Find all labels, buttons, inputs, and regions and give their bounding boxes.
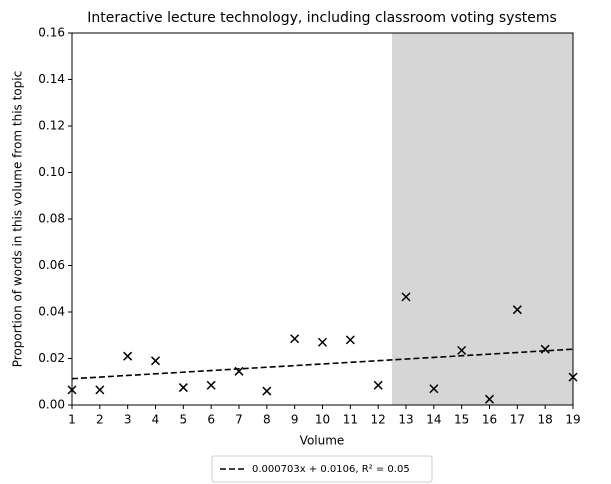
x-tick-label: 11: [343, 413, 358, 427]
point: [123, 351, 133, 361]
x-tick-label: 5: [180, 413, 188, 427]
y-tick-label: 0.04: [38, 305, 65, 319]
point: [150, 356, 161, 366]
trend-line: [71, 348, 574, 380]
x-tick-label: 2: [96, 413, 104, 427]
chart-title: Interactive lecture technology, includin…: [87, 10, 557, 26]
y-tick-label: 0.00: [38, 398, 65, 412]
y-tick-label: 0.06: [38, 258, 65, 272]
point: [457, 345, 467, 355]
shaded-region: [392, 33, 573, 405]
legend-label: 0.000703x + 0.0106, R² = 0.05: [252, 464, 410, 475]
x-tick-label: 17: [510, 413, 525, 427]
x-tick-label: 7: [235, 413, 243, 427]
x-tick-label: 12: [371, 413, 386, 427]
x-tick-label: 16: [482, 413, 497, 427]
point: [95, 385, 105, 395]
x-tick-label: 9: [291, 413, 299, 427]
point: [484, 394, 495, 404]
x-tick-label: 15: [454, 413, 469, 427]
point: [206, 380, 216, 390]
point: [429, 384, 439, 394]
plot-frame: [71, 32, 574, 406]
x-tick-label: 18: [538, 413, 553, 427]
legend-box: [211, 455, 433, 483]
y-tick-label: 0.02: [38, 351, 65, 365]
y-tick-label: 0.16: [38, 26, 65, 40]
point: [345, 335, 355, 345]
x-tick-label: 4: [152, 413, 160, 427]
point: [290, 334, 300, 344]
point: [317, 337, 328, 347]
point: [540, 344, 550, 354]
y-tick-label: 0.10: [38, 165, 65, 179]
x-tick-label: 1: [68, 413, 76, 427]
x-tick-label: 6: [207, 413, 215, 427]
point: [178, 383, 188, 393]
x-tick-label: 10: [315, 413, 330, 427]
point: [234, 366, 244, 376]
y-axis-label: Proportion of words in this volume from …: [11, 71, 25, 367]
x-axis-label: Volume: [300, 434, 345, 448]
x-tick-label: 19: [565, 413, 580, 427]
x-tick-label: 14: [426, 413, 441, 427]
x-tick-label: 3: [124, 413, 132, 427]
point: [401, 292, 411, 302]
point: [373, 380, 383, 390]
y-tick-label: 0.12: [38, 119, 65, 133]
y-tick-label: 0.08: [38, 212, 65, 226]
x-tick-label: 8: [263, 413, 271, 427]
x-tick-label: 13: [398, 413, 413, 427]
y-tick-label: 0.14: [38, 72, 65, 86]
point: [262, 386, 272, 396]
point: [512, 305, 522, 315]
